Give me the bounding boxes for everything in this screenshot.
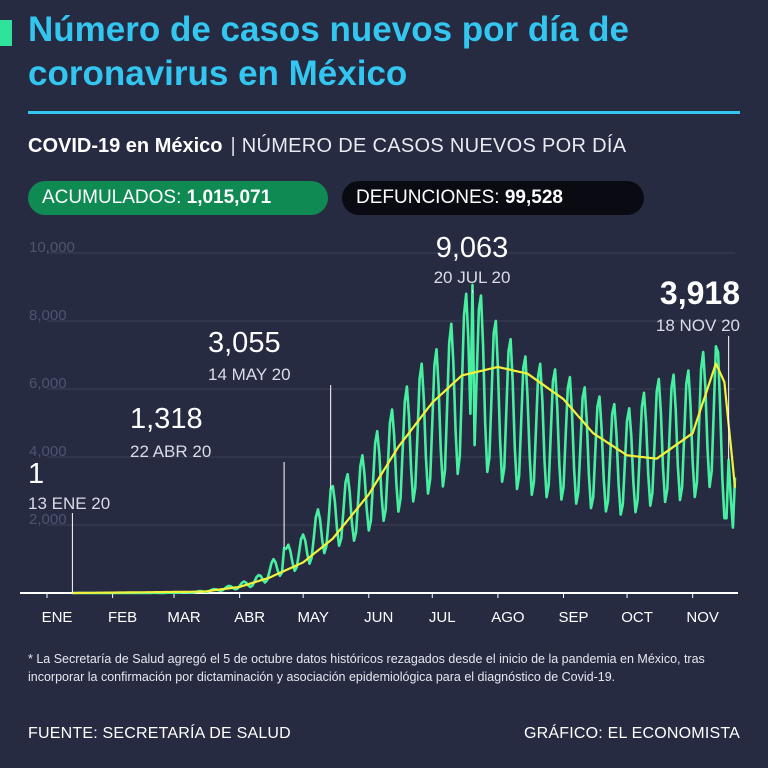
annotation-date: 14 MAY 20 [208, 365, 291, 384]
title-divider [28, 111, 740, 114]
x-tick-label: ENE [42, 609, 73, 626]
annotation-date: 13 ENE 20 [28, 494, 110, 513]
annotation-date: 22 ABR 20 [130, 442, 211, 461]
x-tick-label: MAY [297, 609, 328, 626]
x-tick-label: FEB [108, 609, 137, 626]
y-tick-label: 8,000 [29, 307, 67, 324]
x-tick-label: AGO [491, 609, 524, 626]
subtitle: COVID-19 en México | NÚMERO DE CASOS NUEVO… [28, 132, 626, 160]
daily-cases-chart: 2,000 4,000 6,000 8,000 10,000 ENE FEB MAR ABR MA… [20, 232, 740, 626]
annotation-value: 1 [28, 458, 44, 490]
title-accent-bar [0, 20, 12, 46]
moving-average-line [72, 362, 737, 595]
x-tick-label: JUL [429, 609, 456, 626]
annotation-date: 20 JUL 20 [434, 268, 511, 287]
credit-label: GRÁFICO: EL ECONOMISTA [524, 725, 740, 742]
footnote: * La Secretaría de Salud agregó el 5 de … [28, 652, 705, 684]
x-tick-label: MAR [167, 609, 201, 626]
deaths-value: 99,528 [504, 187, 563, 208]
annotation-value: 1,318 [130, 403, 203, 435]
annotation-value: 3,055 [208, 327, 281, 359]
deaths-label: DEFUNCIONES: [356, 187, 500, 208]
y-tick-label: 6,000 [29, 375, 67, 392]
source-label: FUENTE: SECRETARÍA DE SALUD [28, 725, 291, 742]
x-tick-label: NOV [686, 609, 719, 626]
x-tick-label: JUN [364, 609, 393, 626]
y-tick-label: 4,000 [29, 443, 67, 460]
page-title: Número de casos nuevos por día de corona… [28, 10, 629, 93]
annotation-value: 3,918 [660, 275, 740, 311]
x-tick-label: ABR [234, 609, 265, 626]
accumulated-value: 1,015,071 [186, 187, 272, 208]
deaths-badge: DEFUNCIONES: 99,528 [342, 181, 644, 215]
subtitle-metric: NÚMERO DE CASOS NUEVOS POR DÍA [241, 135, 627, 157]
x-tick-label: SEP [559, 609, 589, 626]
subtitle-topic: COVID-19 en México [28, 135, 223, 157]
subtitle-separator: | [230, 135, 236, 157]
y-tick-label: 10,000 [29, 239, 75, 256]
annotation-date: 18 NOV 20 [656, 316, 740, 335]
annotation-value: 9,063 [436, 232, 509, 264]
y-tick-label: 2,000 [29, 511, 67, 528]
accumulated-label: ACUMULADOS: [42, 187, 182, 208]
x-tick-label: OCT [621, 609, 653, 626]
accumulated-badge: ACUMULADOS: 1,015,071 [28, 181, 328, 215]
